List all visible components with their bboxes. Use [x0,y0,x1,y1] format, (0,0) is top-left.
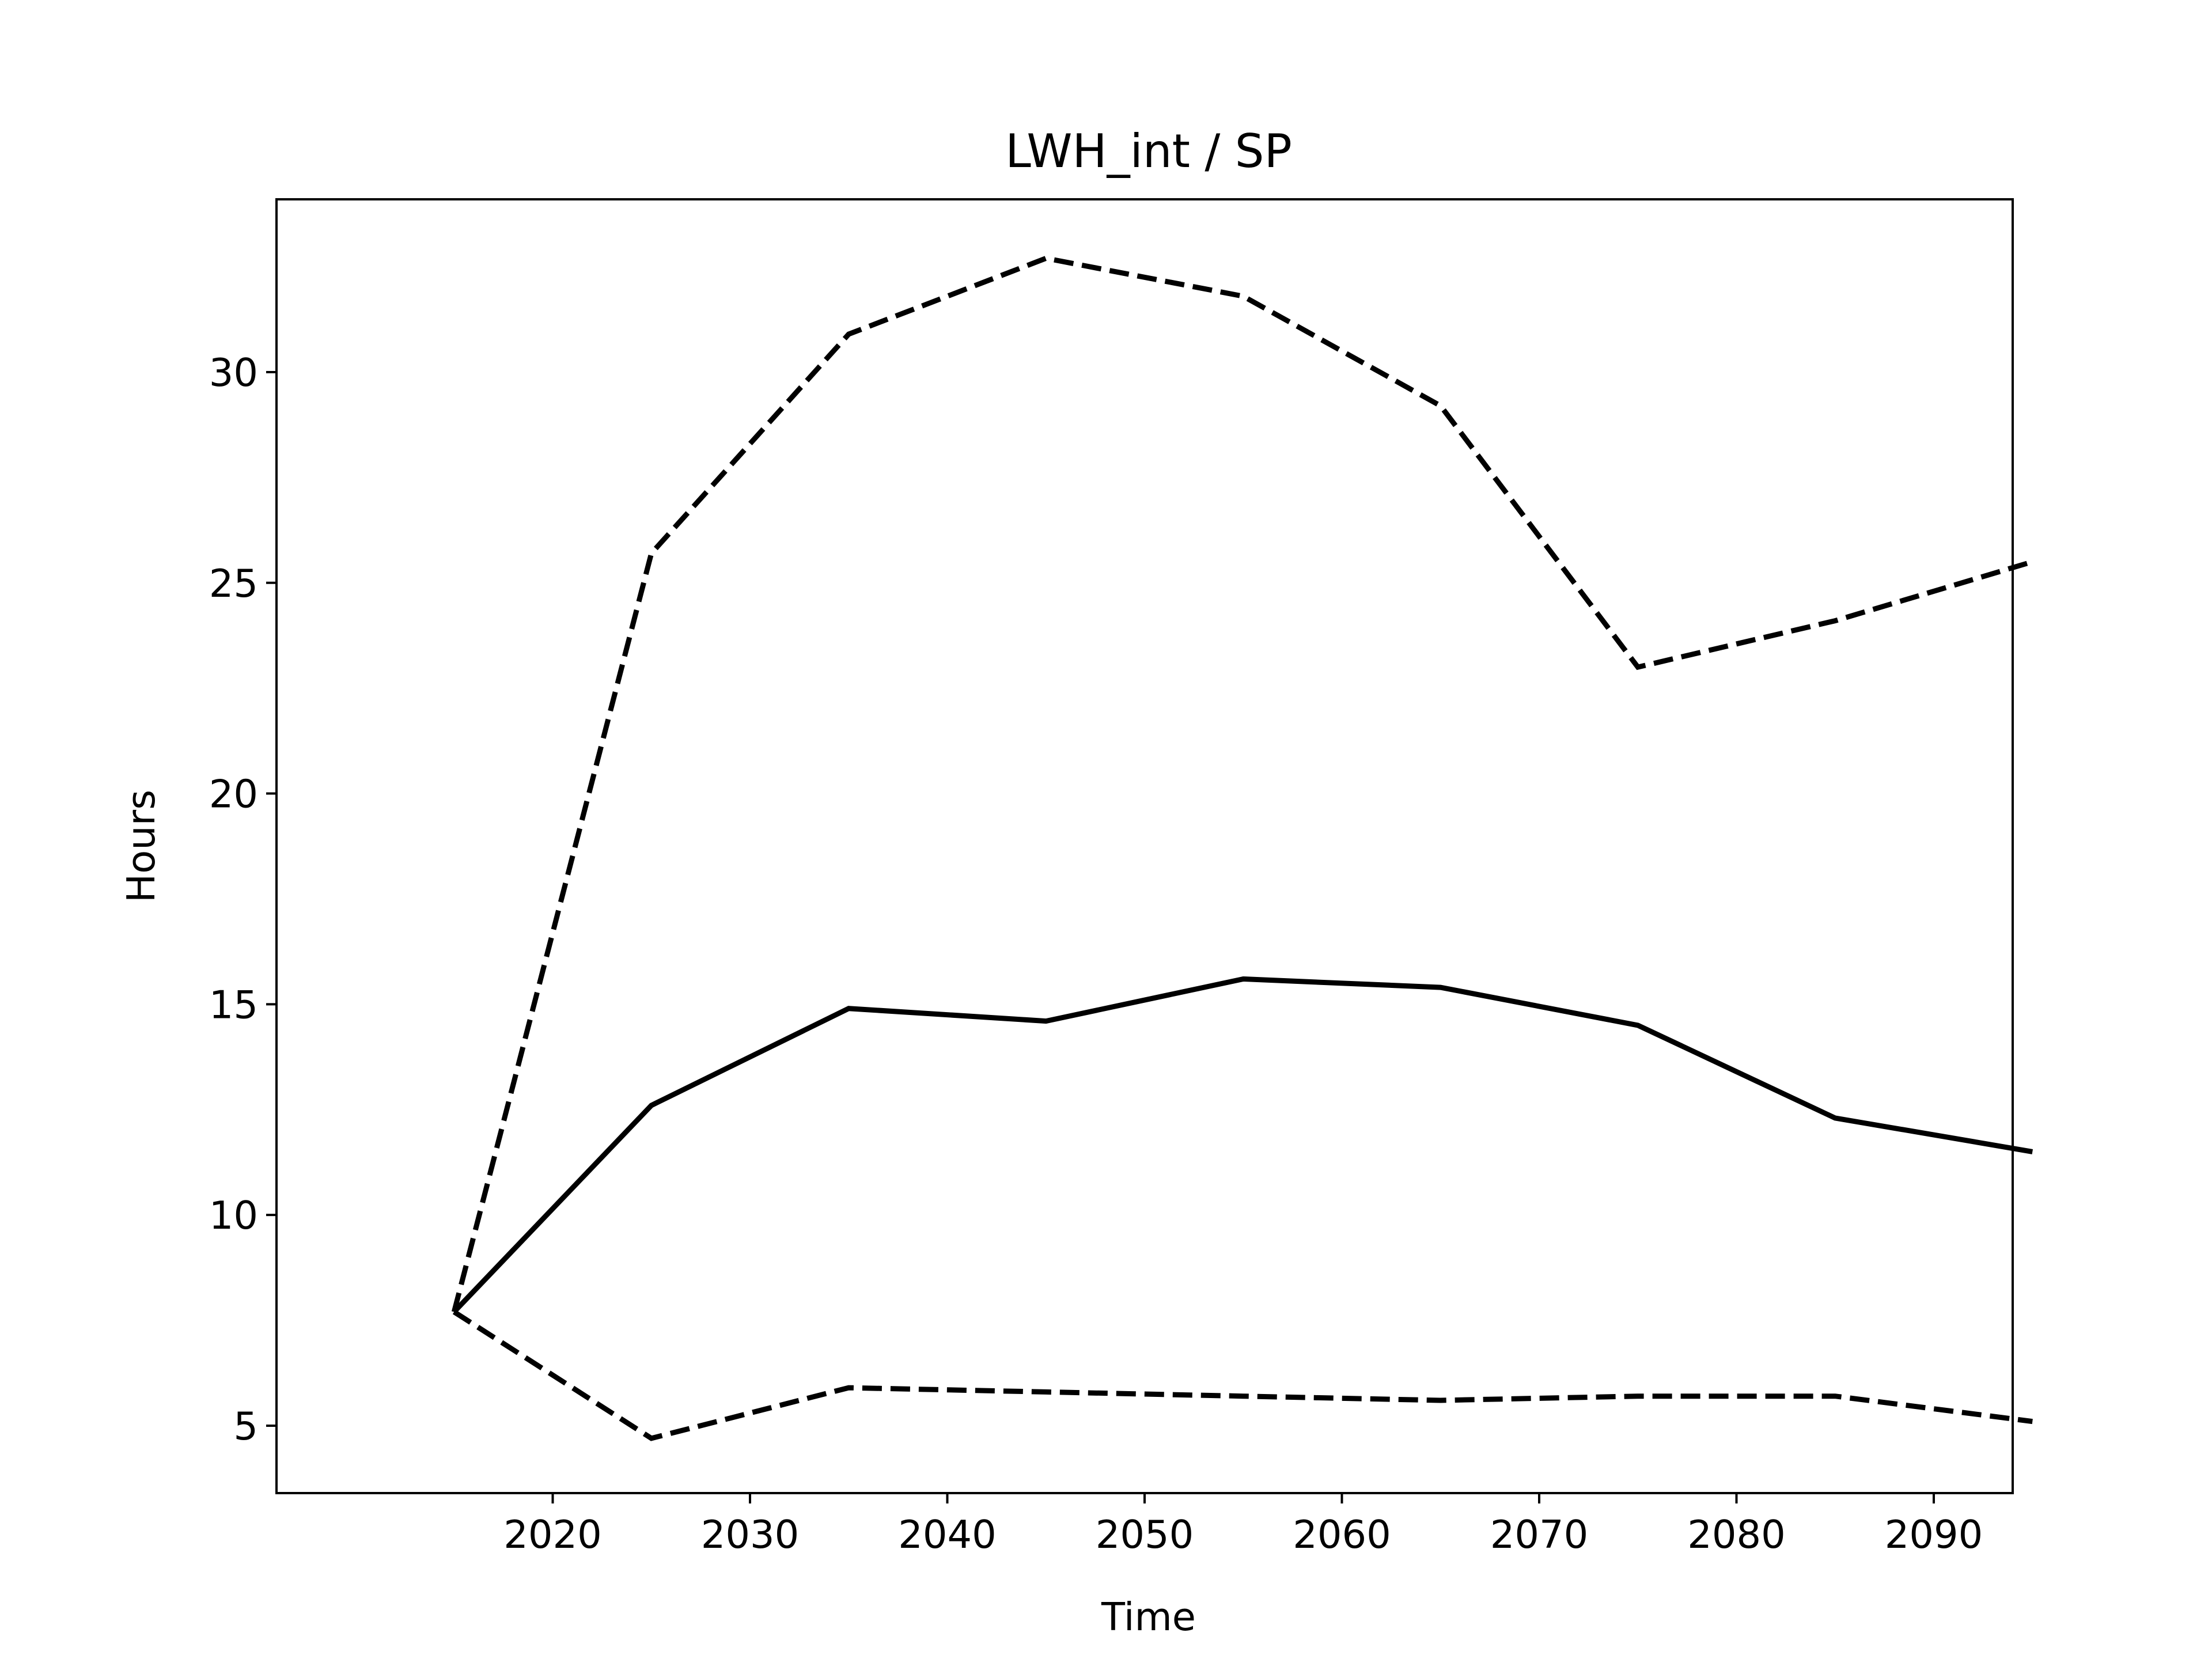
x-tick-label: 2090 [1885,1512,1983,1557]
chart-title: LWH_int / SP [1005,124,1292,178]
x-tick-label: 2040 [898,1512,997,1557]
y-tick-label: 25 [209,561,258,606]
x-tick-label: 2020 [503,1512,602,1557]
x-tick-label: 2030 [701,1512,800,1557]
x-tick-label: 2050 [1096,1512,1194,1557]
y-tick-label: 20 [209,772,258,817]
y-tick-label: 15 [209,982,258,1027]
y-tick-label: 30 [209,350,258,395]
axes-frame [275,198,2014,1494]
y-tick-label: 5 [233,1404,258,1449]
x-tick-label: 2060 [1293,1512,1391,1557]
x-tick-label: 2080 [1687,1512,1786,1557]
x-axis-label: Time [1101,1594,1196,1639]
y-axis-label: Hours [119,790,164,903]
y-axis: 5 10 15 20 25 30 [209,350,276,1449]
series-line-1 [452,976,2033,1314]
y-tick-label: 10 [209,1193,258,1238]
x-axis: 2020 2030 2040 2050 2060 2070 2080 2090 [503,1493,1983,1557]
series-line-3 [452,1309,2033,1441]
x-tick-label: 2070 [1490,1512,1589,1557]
series-line-2 [451,255,2033,1313]
plot-area [451,255,2033,1441]
